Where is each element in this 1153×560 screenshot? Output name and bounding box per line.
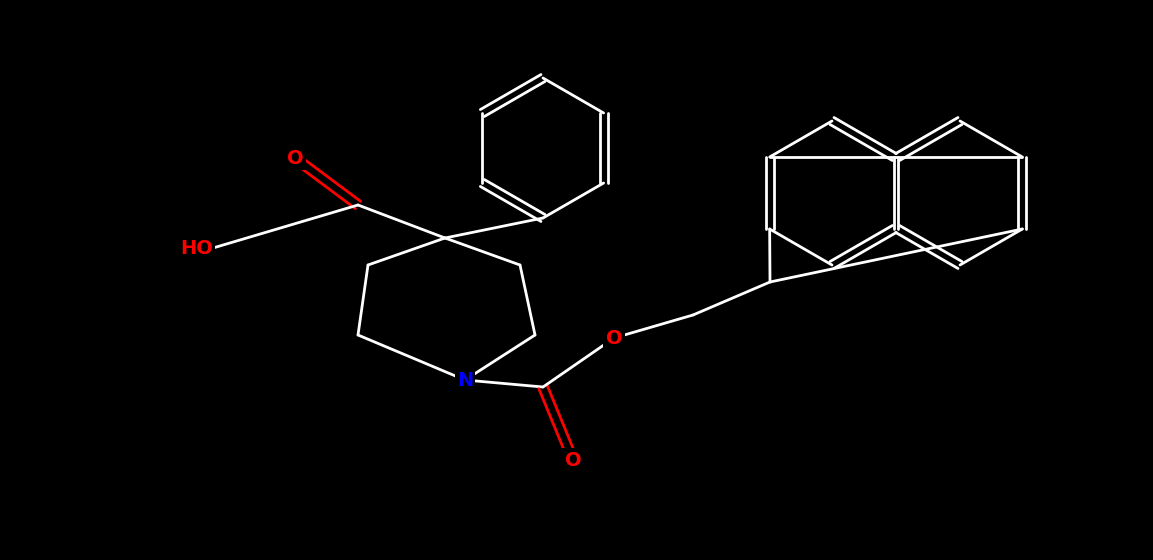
Text: O: O	[287, 148, 303, 167]
Text: O: O	[565, 450, 581, 469]
Text: O: O	[287, 148, 303, 167]
Text: N: N	[457, 371, 473, 390]
Text: O: O	[605, 329, 623, 348]
Text: O: O	[605, 329, 623, 348]
Text: HO: HO	[180, 239, 213, 258]
Text: HO: HO	[180, 239, 213, 258]
Text: O: O	[565, 450, 581, 469]
Text: N: N	[457, 371, 473, 390]
